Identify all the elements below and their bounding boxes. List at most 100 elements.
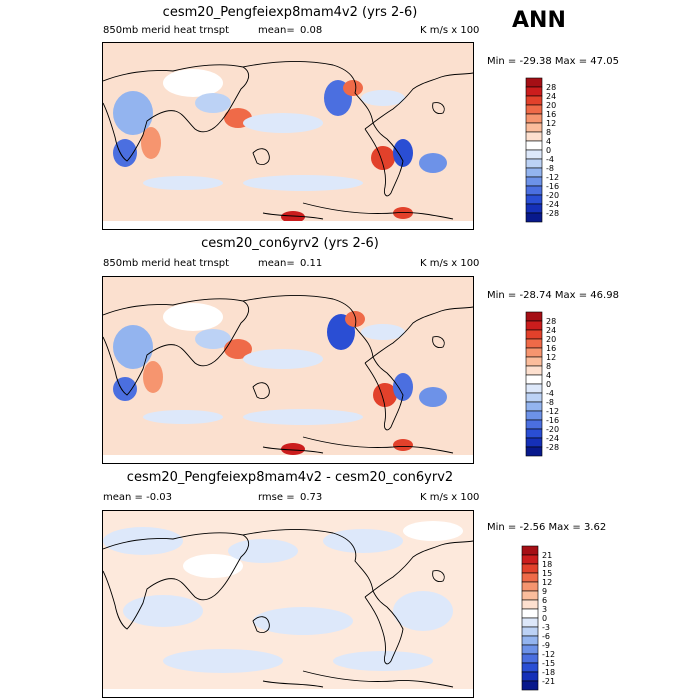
colorbar-swatch	[525, 320, 543, 331]
colorbar-tick-label: 28	[546, 317, 556, 326]
colorbar-tick-label: 0	[546, 380, 551, 389]
colorbar-tick-label: -24	[546, 200, 559, 209]
colorbar-tick-label: 28	[546, 83, 556, 92]
colorbar-swatch	[521, 581, 539, 592]
panel-3-units: K m/s x 100	[420, 492, 480, 503]
colorbar-swatch	[525, 428, 543, 439]
colorbar-swatch	[521, 635, 539, 646]
colorbar-swatch	[525, 194, 543, 205]
colorbar-swatch	[525, 167, 543, 178]
colorbar-swatch	[525, 410, 543, 421]
colorbar-swatch	[525, 212, 543, 223]
panel-1-coastlines	[103, 60, 473, 220]
colorbar-swatch	[525, 203, 543, 214]
colorbar-tick-label: 15	[542, 569, 552, 578]
colorbar-swatch	[525, 158, 543, 169]
panel-3-title: cesm20_Pengfeiexp8mam4v2 - cesm20_con6yr…	[126, 470, 454, 485]
colorbar-swatch	[521, 653, 539, 664]
colorbar-tick-label: -3	[542, 623, 550, 632]
panel-1-units: K m/s x 100	[420, 25, 480, 36]
panel-2-minmax: Min = -28.74 Max = 46.98	[487, 290, 619, 301]
colorbar-swatch	[525, 95, 543, 106]
panel-2-title: cesm20_con6yrv2 (yrs 2-6)	[201, 236, 379, 251]
colorbar-tick-label: -20	[546, 425, 559, 434]
colorbar-swatch	[525, 104, 543, 115]
colorbar-tick-label: -6	[542, 632, 550, 641]
colorbar-swatch	[521, 626, 539, 637]
colorbar-swatch	[525, 338, 543, 349]
panel-3-rmse-label: rmse =	[258, 492, 295, 503]
panel-2-mean-label: mean=	[258, 258, 295, 269]
colorbar-tick-label: 18	[542, 560, 552, 569]
colorbar-swatch	[521, 680, 539, 691]
colorbar-tick-label: -4	[546, 389, 554, 398]
colorbar-swatch	[525, 131, 543, 142]
colorbar-tick-label: -15	[542, 659, 555, 668]
colorbar-swatch	[525, 140, 543, 151]
colorbar-swatch	[521, 644, 539, 655]
colorbar-swatch	[525, 374, 543, 385]
colorbar-tick-label: -9	[542, 641, 550, 650]
colorbar-tick-label: -28	[546, 443, 559, 452]
colorbar-tick-label: 8	[546, 362, 551, 371]
colorbar-tick-label: -4	[546, 155, 554, 164]
colorbar-tick-label: -12	[546, 173, 559, 182]
panel-1-field-blobs	[103, 69, 473, 229]
colorbar-tick-label: 4	[546, 371, 551, 380]
colorbar-tick-label: 12	[542, 578, 552, 587]
panel-1-colorbar: 28 24 20 16 12 8 4 0 -4 -8 -12 -16 -20 -24 -28	[524, 77, 574, 228]
panel-2-coastlines	[103, 294, 473, 454]
panel-1-mean-value: 0.08	[300, 25, 323, 36]
colorbar-swatch	[521, 554, 539, 565]
colorbar-tick-label: 20	[546, 335, 556, 344]
colorbar-swatch	[525, 347, 543, 358]
colorbar-swatch	[521, 572, 539, 583]
colorbar-tick-label: 16	[546, 110, 556, 119]
colorbar-swatch	[525, 356, 543, 367]
colorbar-swatch	[521, 662, 539, 673]
colorbar-swatch	[521, 608, 539, 619]
colorbar-swatch	[525, 113, 543, 124]
colorbar-swatch	[525, 149, 543, 160]
colorbar-tick-label: 4	[546, 137, 551, 146]
colorbar-tick-label: -12	[546, 407, 559, 416]
colorbar-tick-label: 21	[542, 551, 552, 560]
panel-1-variable-label: 850mb merid heat trnspt	[103, 25, 230, 36]
colorbar-tick-label: 12	[546, 353, 556, 362]
colorbar-swatch	[521, 671, 539, 682]
colorbar-tick-label: -8	[546, 164, 554, 173]
colorbar-swatch	[521, 590, 539, 601]
panel-3-rmse-value: 0.73	[300, 492, 323, 503]
colorbar-tick-label: -12	[542, 650, 555, 659]
colorbar-swatch	[525, 446, 543, 457]
colorbar-tick-label: 16	[546, 344, 556, 353]
panel-1-map	[102, 42, 474, 230]
colorbar-swatch	[525, 365, 543, 376]
colorbar-tick-label: 9	[542, 587, 547, 596]
colorbar-tick-label: 24	[546, 326, 556, 335]
colorbar-swatch	[521, 545, 539, 556]
season-label: ANN	[512, 8, 566, 33]
colorbar-swatch	[525, 122, 543, 133]
panel-1-minmax: Min = -29.38 Max = 47.05	[487, 56, 619, 67]
colorbar-tick-label: 12	[546, 119, 556, 128]
colorbar-tick-label: -28	[546, 209, 559, 218]
colorbar-tick-label: -20	[546, 191, 559, 200]
colorbar-tick-label: 0	[546, 146, 551, 155]
colorbar-tick-label: -24	[546, 434, 559, 443]
colorbar-swatch	[525, 185, 543, 196]
colorbar-tick-label: 24	[546, 92, 556, 101]
panel-2-units: K m/s x 100	[420, 258, 480, 269]
panel-3-colorbar: 21 18 15 12 9 6 3 0 -3 -6 -9 -12 -15 -18 -21	[520, 545, 570, 696]
colorbar-tick-label: -8	[546, 398, 554, 407]
panel-2-field-blobs	[103, 303, 473, 463]
colorbar-tick-label: 3	[542, 605, 547, 614]
colorbar-swatch	[525, 311, 543, 322]
colorbar-tick-label: -16	[546, 416, 559, 425]
colorbar-tick-label: 6	[542, 596, 547, 605]
colorbar-swatch	[525, 437, 543, 448]
colorbar-swatch	[525, 329, 543, 340]
panel-2-mean-value: 0.11	[300, 258, 323, 269]
